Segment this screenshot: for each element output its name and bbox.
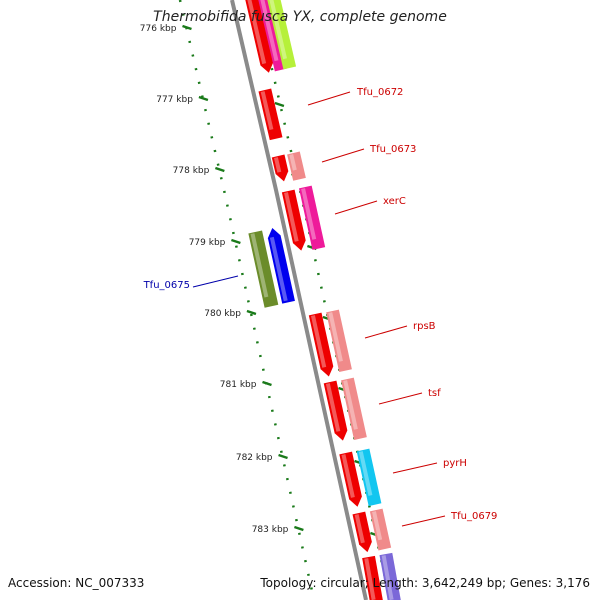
tick-label: 776 kbp <box>140 24 177 34</box>
gene-label-leader <box>364 325 408 339</box>
gene-label[interactable]: xerC <box>383 196 406 207</box>
gene-label[interactable]: Tfu_0672 <box>356 87 403 98</box>
gene-label-leader <box>334 200 378 215</box>
gene-label[interactable]: tsf <box>428 388 441 399</box>
gene-arrow <box>248 230 279 308</box>
gene-arrow <box>243 0 274 73</box>
gene-arrow <box>369 508 392 551</box>
accession-text: Accession: NC_007333 <box>8 576 145 590</box>
gene-arrow <box>341 377 367 440</box>
gene-arrow <box>356 448 382 507</box>
gene-label-leader <box>401 515 446 527</box>
tick-mark <box>262 380 272 387</box>
gene-arrow <box>271 154 289 182</box>
tick-label: 781 kbp <box>220 380 257 390</box>
tick-mark <box>246 309 257 316</box>
gene-arrow <box>265 0 297 70</box>
gene-arrow <box>379 552 403 600</box>
tick-label: 778 kbp <box>173 166 210 176</box>
gene-label[interactable]: rpsB <box>413 321 436 332</box>
tick-label: 782 kbp <box>236 453 273 463</box>
gene-label-leader <box>378 392 423 405</box>
gene-arrow <box>258 88 283 141</box>
tick-label: 779 kbp <box>189 238 226 248</box>
gene-arrow <box>267 228 295 304</box>
tick-mark <box>182 24 192 31</box>
tick-mark <box>293 525 304 532</box>
gene-arrow <box>308 312 334 377</box>
gene-label[interactable]: pyrH <box>443 458 467 469</box>
tick-label: 780 kbp <box>204 309 241 319</box>
gene-arrow <box>287 151 306 181</box>
tick-label: 783 kbp <box>252 525 289 535</box>
gene-label[interactable]: Tfu_0673 <box>369 144 416 155</box>
tick-mark <box>230 238 241 245</box>
gene-label[interactable]: Tfu_0679 <box>450 511 497 522</box>
tick-label: 777 kbp <box>156 95 193 105</box>
gene-label[interactable]: Tfu_0675 <box>143 280 190 291</box>
gene-arrow <box>281 189 306 251</box>
gene-arrow <box>323 380 348 441</box>
chromosome-backbone <box>230 0 368 600</box>
genome-summary-text: Topology: circular; Length: 3,642,249 bp… <box>260 576 590 590</box>
gene-arrow <box>326 309 352 372</box>
map-title: Thermobifida fusca YX, complete genome <box>153 9 447 25</box>
gene-label-leader <box>192 275 239 288</box>
gene-arrow <box>339 451 362 507</box>
tick-mark <box>198 95 209 102</box>
tick-mark <box>274 101 285 108</box>
gene-arrow <box>352 511 372 553</box>
gene-label-leader <box>392 462 438 474</box>
tick-mark <box>214 166 225 173</box>
gene-label-leader <box>307 91 351 106</box>
gene-arrow <box>362 555 385 600</box>
gene-label-leader <box>321 148 365 163</box>
gene-arrow <box>298 185 326 250</box>
tick-mark <box>278 453 288 460</box>
